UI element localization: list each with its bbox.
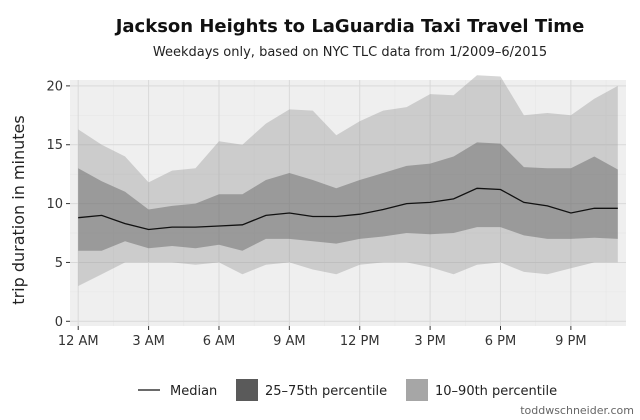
y-axis-label: trip duration in minutes [9, 115, 28, 304]
x-tick-label: 9 AM [273, 334, 306, 349]
major-grid [70, 80, 626, 326]
y-tick-label: 15 [46, 138, 63, 153]
median-layer [78, 187, 618, 231]
band-10-90 [78, 75, 618, 286]
y-axis: 0 5 10 15 20 [46, 79, 70, 330]
minor-grid [70, 80, 626, 326]
legend-key-10-90 [406, 379, 428, 401]
band-layer-outer [78, 75, 618, 286]
y-tick-label: 20 [46, 79, 63, 94]
band-layer-inner [78, 142, 618, 251]
legend-key-25-75 [236, 379, 258, 401]
legend-label-median: Median [170, 384, 217, 399]
x-tick-label: 9 PM [555, 334, 586, 349]
x-tick-label: 12 AM [58, 334, 99, 349]
x-tick-label: 3 PM [414, 334, 445, 349]
x-tick-label: 6 AM [203, 334, 236, 349]
median-line [78, 187, 618, 231]
legend: Median 25–75th percentile 10–90th percenti… [138, 379, 557, 401]
legend-label-25-75: 25–75th percentile [265, 384, 387, 399]
chart-subtitle: Weekdays only, based on NYC TLC data fro… [153, 45, 547, 60]
credit: toddwschneider.com [520, 404, 634, 417]
x-tick-label: 12 PM [340, 334, 380, 349]
band-25-75 [78, 142, 618, 251]
x-tick-label: 3 AM [132, 334, 165, 349]
chart-title: Jackson Heights to LaGuardia Taxi Travel… [114, 16, 585, 37]
plot-panel [70, 80, 626, 326]
y-tick-label: 10 [46, 197, 63, 212]
x-axis: 12 AM 3 AM 6 AM 9 AM 12 PM 3 PM 6 PM 9 PM [58, 326, 587, 349]
y-tick-label: 0 [55, 315, 63, 330]
y-tick-label: 5 [55, 256, 63, 271]
x-tick-label: 6 PM [485, 334, 516, 349]
legend-label-10-90: 10–90th percentile [435, 384, 557, 399]
